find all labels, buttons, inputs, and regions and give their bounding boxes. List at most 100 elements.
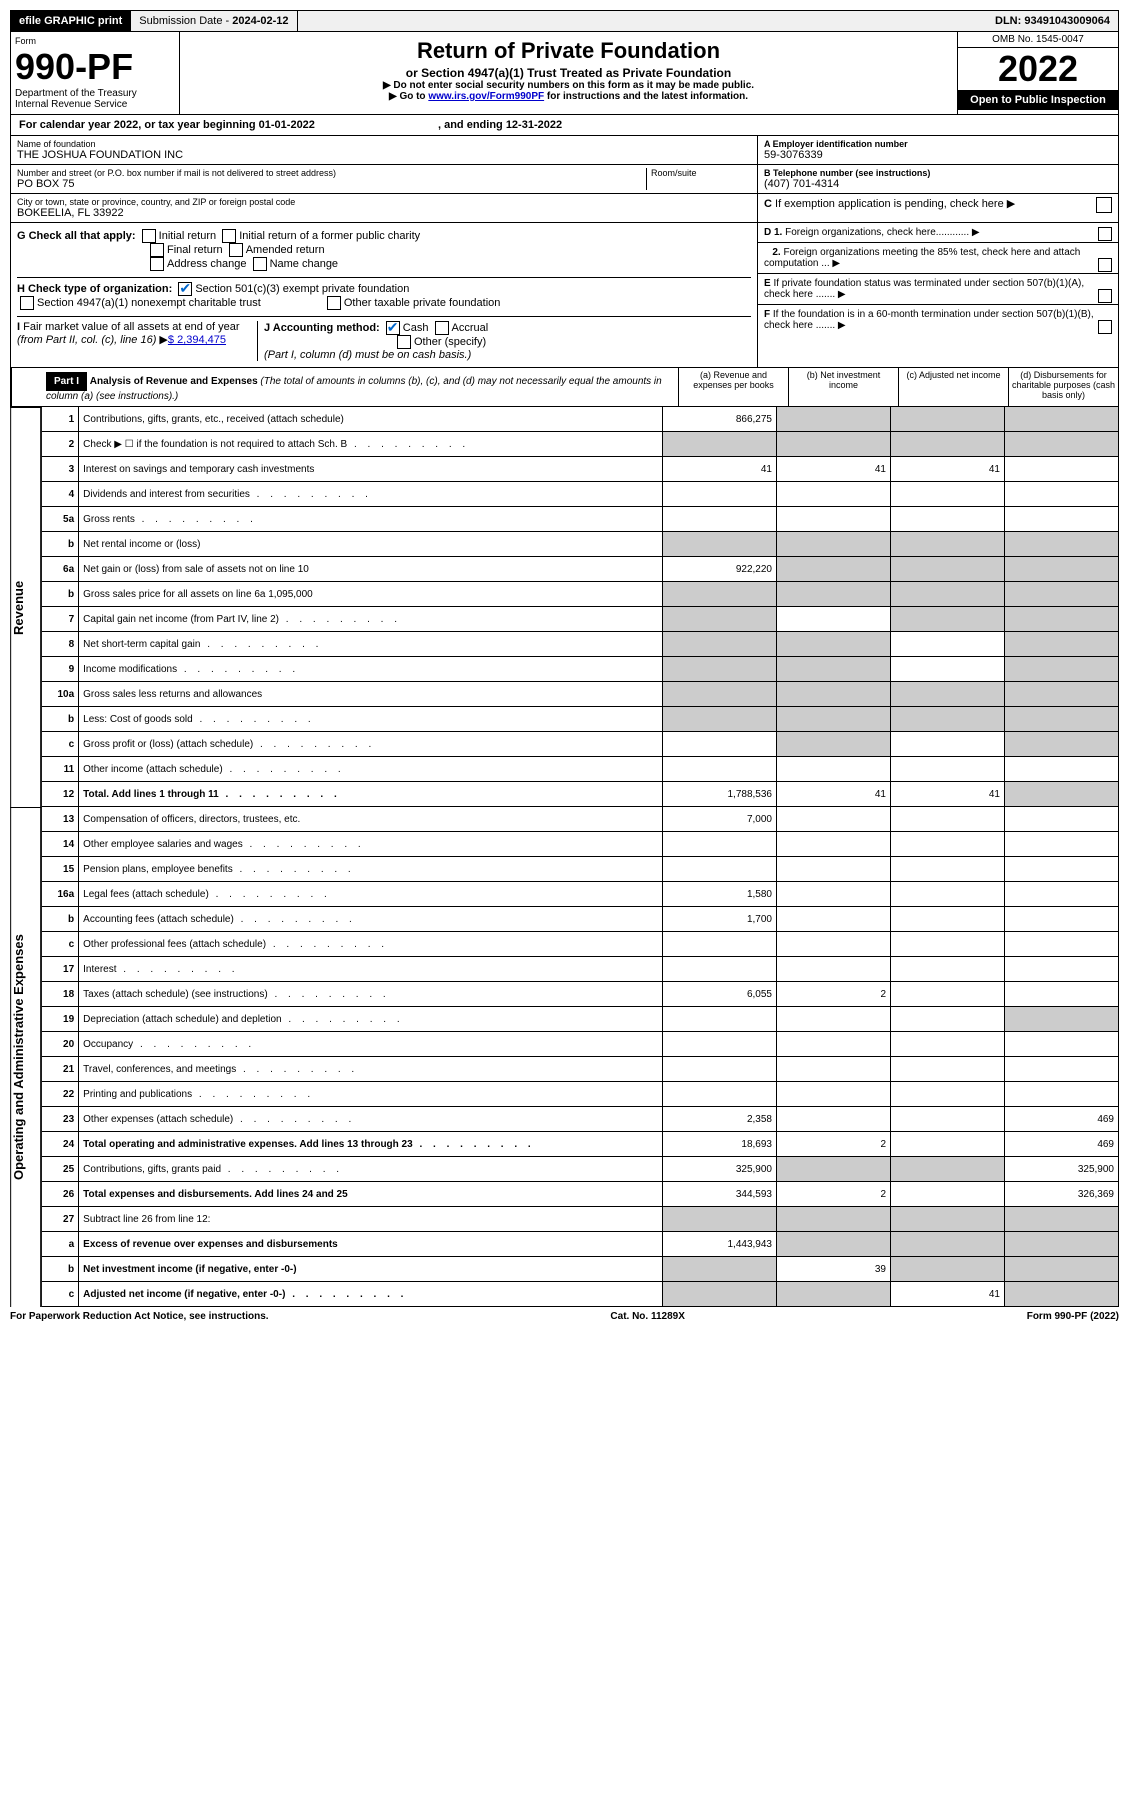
table-row: 15Pension plans, employee benefits bbox=[42, 857, 1119, 882]
foundation-name: THE JOSHUA FOUNDATION INC bbox=[17, 149, 751, 161]
footer-left: For Paperwork Reduction Act Notice, see … bbox=[10, 1311, 269, 1322]
tax-year: 2022 bbox=[958, 48, 1118, 90]
d2-check: 2. Foreign organizations meeting the 85%… bbox=[758, 243, 1118, 274]
table-row: 16aLegal fees (attach schedule)1,580 bbox=[42, 882, 1119, 907]
part1-label: Part I bbox=[46, 372, 87, 391]
table-row: 25Contributions, gifts, grants paid325,9… bbox=[42, 1157, 1119, 1182]
table-row: 11Other income (attach schedule) bbox=[42, 757, 1119, 782]
col-d: (d) Disbursements for charitable purpose… bbox=[1008, 368, 1118, 406]
efile-btn[interactable]: efile GRAPHIC print bbox=[11, 11, 131, 31]
open-public: Open to Public Inspection bbox=[958, 90, 1118, 110]
city: BOKEELIA, FL 33922 bbox=[17, 207, 751, 219]
expenses-label: Operating and Administrative Expenses bbox=[10, 807, 41, 1307]
f-check: F If the foundation is in a 60-month ter… bbox=[758, 305, 1118, 335]
addr-label: Number and street (or P.O. box number if… bbox=[17, 168, 646, 178]
table-row: 26Total expenses and disbursements. Add … bbox=[42, 1182, 1119, 1207]
checks-row: G Check all that apply: Initial return I… bbox=[10, 223, 1119, 368]
note1: ▶ Do not enter social security numbers o… bbox=[184, 80, 953, 91]
table-row: bNet rental income or (loss) bbox=[42, 532, 1119, 557]
table-row: bGross sales price for all assets on lin… bbox=[42, 582, 1119, 607]
pending-label: C If exemption application is pending, c… bbox=[764, 198, 1004, 210]
g-check: G Check all that apply: Initial return I… bbox=[17, 229, 751, 271]
table-row: 21Travel, conferences, and meetings bbox=[42, 1057, 1119, 1082]
cal-year: For calendar year 2022, or tax year begi… bbox=[10, 115, 1119, 136]
check-cash[interactable] bbox=[386, 321, 400, 335]
footer: For Paperwork Reduction Act Notice, see … bbox=[10, 1307, 1119, 1326]
phone-label: B Telephone number (see instructions) bbox=[764, 168, 1112, 178]
h-check: H Check type of organization: Section 50… bbox=[17, 277, 751, 310]
table-row: 2Check ▶ ☐ if the foundation is not requ… bbox=[42, 432, 1119, 457]
table-row: 12Total. Add lines 1 through 111,788,536… bbox=[42, 782, 1119, 807]
check-accrual[interactable] bbox=[435, 321, 449, 335]
table-row: 14Other employee salaries and wages bbox=[42, 832, 1119, 857]
form-header: Form 990-PF Department of the Treasury I… bbox=[10, 32, 1119, 115]
col-a: (a) Revenue and expenses per books bbox=[678, 368, 788, 406]
table-row: 7Capital gain net income (from Part IV, … bbox=[42, 607, 1119, 632]
identity-block: Name of foundation THE JOSHUA FOUNDATION… bbox=[10, 136, 1119, 223]
form-title: Return of Private Foundation bbox=[186, 38, 951, 64]
revenue-table: 1Contributions, gifts, grants, etc., rec… bbox=[41, 407, 1119, 807]
table-row: 24Total operating and administrative exp… bbox=[42, 1132, 1119, 1157]
check-initial-former[interactable] bbox=[222, 229, 236, 243]
check-other-method[interactable] bbox=[397, 335, 411, 349]
table-row: 19Depreciation (attach schedule) and dep… bbox=[42, 1007, 1119, 1032]
dept: Department of the Treasury bbox=[15, 88, 175, 99]
col-b: (b) Net investment income bbox=[788, 368, 898, 406]
check-final[interactable] bbox=[150, 243, 164, 257]
note2: ▶ Go to www.irs.gov/Form990PF for instru… bbox=[184, 91, 953, 102]
j-accounting: J Accounting method: Cash Accrual Other … bbox=[257, 321, 751, 361]
irs: Internal Revenue Service bbox=[15, 99, 175, 110]
check-4947[interactable] bbox=[20, 296, 34, 310]
city-label: City or town, state or province, country… bbox=[17, 197, 751, 207]
table-row: 22Printing and publications bbox=[42, 1082, 1119, 1107]
table-row: 1Contributions, gifts, grants, etc., rec… bbox=[42, 407, 1119, 432]
form-subtitle: or Section 4947(a)(1) Trust Treated as P… bbox=[184, 66, 953, 80]
table-row: 8Net short-term capital gain bbox=[42, 632, 1119, 657]
table-row: aExcess of revenue over expenses and dis… bbox=[42, 1232, 1119, 1257]
omb: OMB No. 1545-0047 bbox=[958, 32, 1118, 48]
table-row: 27Subtract line 26 from line 12: bbox=[42, 1207, 1119, 1232]
table-row: 18Taxes (attach schedule) (see instructi… bbox=[42, 982, 1119, 1007]
room-label: Room/suite bbox=[651, 168, 751, 178]
d1-check: D 1. Foreign organizations, check here..… bbox=[758, 223, 1118, 243]
address: PO BOX 75 bbox=[17, 178, 646, 190]
check-other-tax[interactable] bbox=[327, 296, 341, 310]
check-amended[interactable] bbox=[229, 243, 243, 257]
table-row: 20Occupancy bbox=[42, 1032, 1119, 1057]
table-row: bLess: Cost of goods sold bbox=[42, 707, 1119, 732]
part1-header: Part I Analysis of Revenue and Expenses … bbox=[10, 368, 1119, 407]
revenue-label: Revenue bbox=[10, 407, 41, 807]
table-row: 9Income modifications bbox=[42, 657, 1119, 682]
check-name-change[interactable] bbox=[253, 257, 267, 271]
ein-label: A Employer identification number bbox=[764, 139, 1112, 149]
table-row: 3Interest on savings and temporary cash … bbox=[42, 457, 1119, 482]
subdate: Submission Date - 2024-02-12 bbox=[131, 11, 297, 31]
table-row: 5aGross rents bbox=[42, 507, 1119, 532]
table-row: 13Compensation of officers, directors, t… bbox=[42, 807, 1119, 832]
irs-link[interactable]: www.irs.gov/Form990PF bbox=[428, 91, 544, 102]
top-bar: efile GRAPHIC print Submission Date - 20… bbox=[10, 10, 1119, 32]
e-check: E If private foundation status was termi… bbox=[758, 274, 1118, 305]
footer-right: Form 990-PF (2022) bbox=[1027, 1311, 1119, 1322]
table-row: 6aNet gain or (loss) from sale of assets… bbox=[42, 557, 1119, 582]
col-c: (c) Adjusted net income bbox=[898, 368, 1008, 406]
table-row: 23Other expenses (attach schedule)2,3584… bbox=[42, 1107, 1119, 1132]
dln: DLN: 93491043009064 bbox=[987, 11, 1118, 31]
check-addr-change[interactable] bbox=[150, 257, 164, 271]
table-row: cAdjusted net income (if negative, enter… bbox=[42, 1282, 1119, 1307]
form-label: Form bbox=[15, 36, 175, 46]
check-initial[interactable] bbox=[142, 229, 156, 243]
table-row: 17Interest bbox=[42, 957, 1119, 982]
name-label: Name of foundation bbox=[17, 139, 751, 149]
table-row: bAccounting fees (attach schedule)1,700 bbox=[42, 907, 1119, 932]
table-row: 10aGross sales less returns and allowanc… bbox=[42, 682, 1119, 707]
table-row: cOther professional fees (attach schedul… bbox=[42, 932, 1119, 957]
table-row: bNet investment income (if negative, ent… bbox=[42, 1257, 1119, 1282]
phone: (407) 701-4314 bbox=[764, 178, 1112, 190]
check-501c3[interactable] bbox=[178, 282, 192, 296]
footer-mid: Cat. No. 11289X bbox=[610, 1311, 684, 1322]
table-row: cGross profit or (loss) (attach schedule… bbox=[42, 732, 1119, 757]
ein: 59-3076339 bbox=[764, 149, 1112, 161]
i-fmv: I Fair market value of all assets at end… bbox=[17, 321, 257, 361]
expenses-table: 13Compensation of officers, directors, t… bbox=[41, 807, 1119, 1307]
